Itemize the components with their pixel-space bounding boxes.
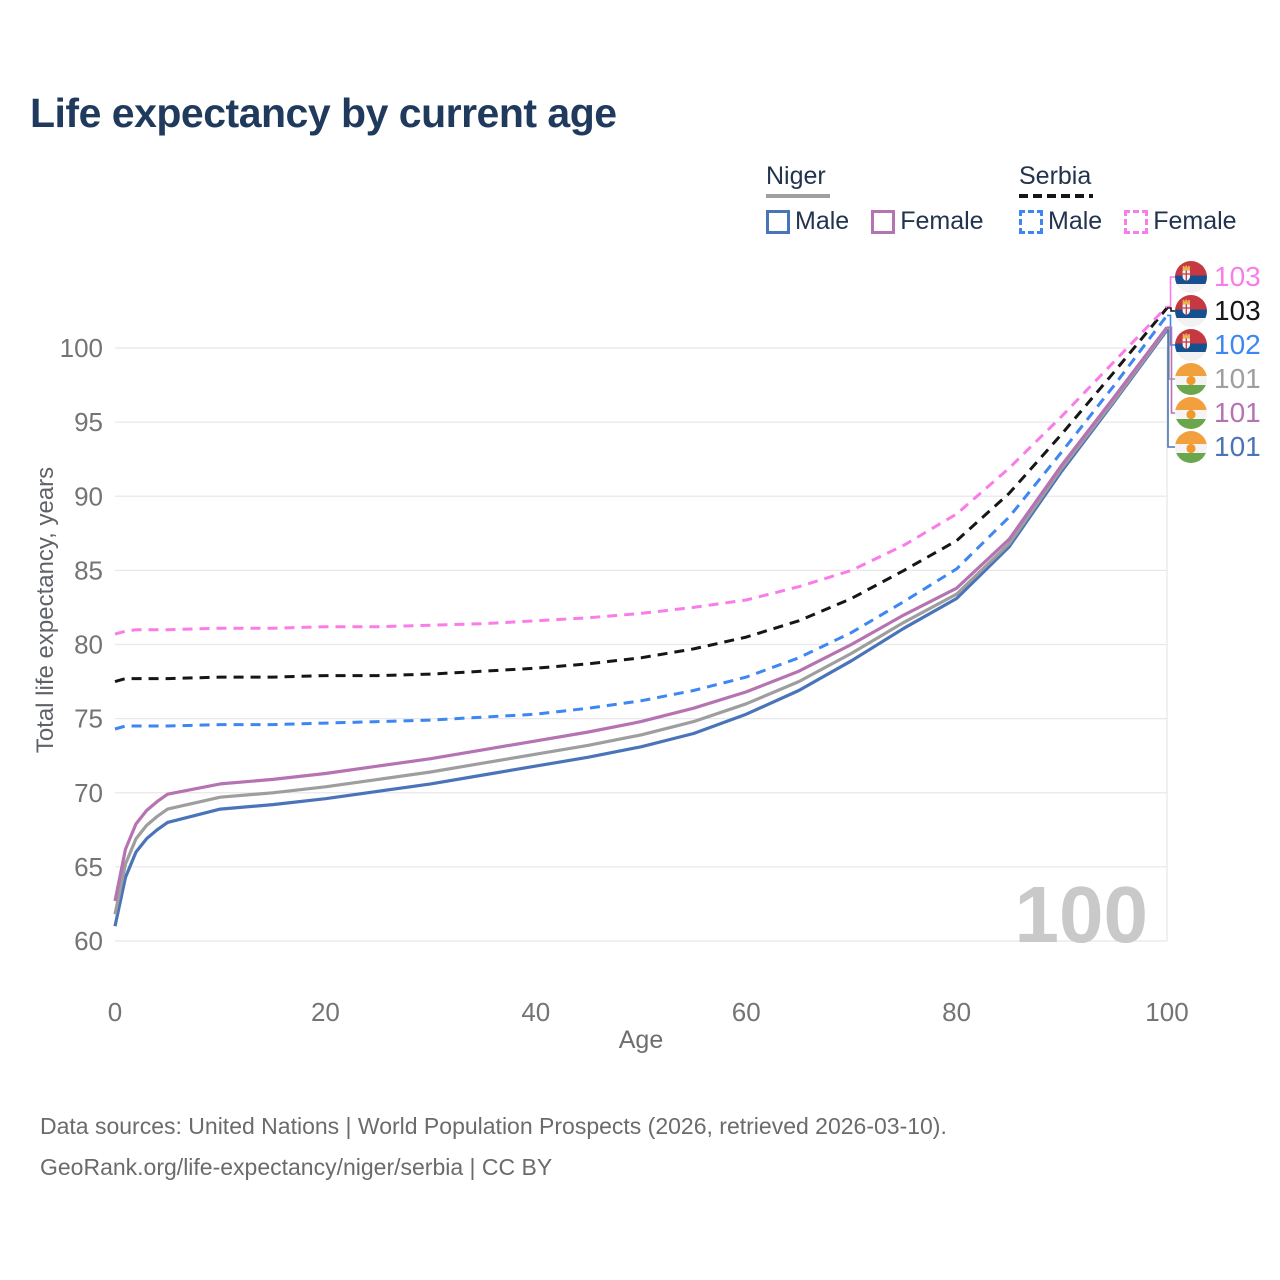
x-tick-label: 20 [311, 997, 340, 1027]
niger-flag-icon [1175, 431, 1207, 463]
x-tick-label: 100 [1145, 997, 1188, 1027]
end-value-label: 103 [1214, 261, 1261, 292]
y-tick-label: 100 [60, 333, 103, 363]
legend-title-niger: Niger [766, 162, 826, 190]
legend-label: Male [795, 207, 850, 235]
end-label-connector [1167, 329, 1175, 448]
series-line-serbia_female[interactable] [114, 305, 1169, 636]
legend-label: Female [1153, 207, 1237, 235]
series-line-niger_total[interactable] [113, 327, 1169, 915]
end-label-connector [1167, 314, 1175, 346]
end-value-label: 103 [1214, 295, 1261, 326]
end-value-label: 101 [1214, 431, 1261, 462]
x-tick-label: 80 [942, 997, 971, 1027]
end-label-connector [1167, 326, 1175, 414]
series-line-niger_male[interactable] [113, 329, 1169, 927]
y-tick-label: 90 [74, 481, 103, 511]
end-value-label: 101 [1214, 397, 1261, 428]
niger-flag-icon [1175, 363, 1207, 395]
serbia-flag-icon [1175, 261, 1207, 293]
series-line-serbia_total[interactable] [114, 307, 1169, 684]
legend-item-serbia-female[interactable]: Female [1124, 207, 1237, 236]
legend-title-serbia: Serbia [1019, 162, 1092, 190]
end-label-connector [1167, 307, 1175, 312]
niger-total-line-swatch [766, 194, 830, 198]
y-tick-label: 75 [74, 704, 103, 734]
serbia-flag-icon [1175, 295, 1207, 327]
series-line-niger_female[interactable] [113, 326, 1169, 902]
legend-group-serbia: Serbia Male Female [1019, 162, 1237, 236]
niger-male-swatch-icon [766, 209, 790, 234]
serbia-total-line-swatch [1019, 194, 1093, 198]
y-axis-title: Total life expectancy, years [32, 466, 59, 754]
footer: Data sources: United Nations | World Pop… [40, 1106, 947, 1188]
serbia-female-swatch-icon [1124, 209, 1149, 234]
y-tick-label: 60 [74, 926, 103, 956]
legend-group-niger: Niger Male Female [766, 162, 984, 236]
series-line-serbia_male[interactable] [114, 314, 1169, 731]
footer-line-1: Data sources: United Nations | World Pop… [40, 1113, 947, 1139]
legend-label: Female [900, 207, 984, 235]
y-tick-label: 65 [74, 852, 103, 882]
x-tick-label: 60 [732, 997, 761, 1027]
end-label-connector [1167, 276, 1175, 308]
niger-flag-icon [1175, 397, 1207, 429]
serbia-male-swatch-icon [1019, 209, 1043, 234]
end-value-label: 101 [1214, 363, 1261, 394]
legend-item-niger-female[interactable]: Female [871, 207, 984, 236]
y-tick-label: 95 [74, 407, 103, 437]
end-value-label: 102 [1214, 329, 1261, 360]
legend-label: Male [1048, 207, 1103, 235]
footer-line-2: GeoRank.org/life-expectancy/niger/serbia… [40, 1154, 553, 1180]
y-tick-label: 80 [74, 630, 103, 660]
legend-item-serbia-male[interactable]: Male [1019, 207, 1102, 236]
y-tick-label: 85 [74, 555, 103, 585]
y-tick-label: 70 [74, 778, 103, 808]
page-title: Life expectancy by current age [30, 90, 617, 136]
legend-item-niger-male[interactable]: Male [766, 207, 849, 236]
x-tick-label: 40 [521, 997, 550, 1027]
x-axis-title: Age [618, 1026, 664, 1054]
x-tick-label: 0 [108, 997, 122, 1027]
niger-female-swatch-icon [871, 209, 896, 234]
serbia-flag-icon [1175, 329, 1207, 361]
age-watermark: 100 [1015, 870, 1148, 959]
